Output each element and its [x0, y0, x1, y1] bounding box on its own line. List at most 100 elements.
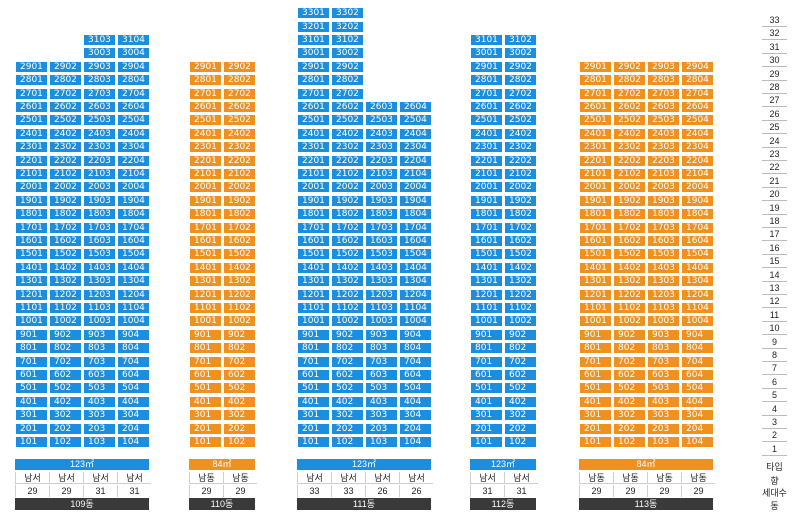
- unit-cell: 2003: [365, 181, 398, 194]
- unit-cell: 103: [647, 436, 680, 448]
- unit-cell: 404: [117, 395, 150, 408]
- unit-cell: 503: [83, 382, 116, 395]
- unit-cell: 1203: [365, 288, 398, 301]
- unit-cell: 804: [117, 342, 150, 355]
- unit-cell: 1801: [297, 208, 330, 221]
- unit-cell: 1101: [579, 302, 612, 314]
- unit-cell: 2702: [223, 87, 256, 100]
- legend-floor-number: 28: [762, 81, 787, 94]
- unit-cell: 2401: [15, 127, 48, 140]
- unit-cell: 2104: [399, 168, 432, 180]
- unit-cell: 604: [681, 369, 714, 381]
- building-name-bar: 113동: [579, 498, 713, 510]
- unit-cell: 2502: [613, 114, 646, 127]
- unit-cell: 2803: [83, 74, 116, 87]
- unit-cell: 2702: [613, 87, 646, 100]
- unit-cell: 2603: [647, 101, 680, 113]
- unit-cell: 2301: [579, 141, 612, 154]
- unit-cell: 2902: [331, 60, 364, 73]
- unit-cell: 304: [681, 409, 714, 422]
- unit-cell: 1103: [647, 302, 680, 314]
- unit-cell: 501: [297, 382, 330, 395]
- unit-cell: 1401: [297, 261, 330, 274]
- unit-cell: 1601: [15, 235, 48, 247]
- unit-cell: 302: [49, 409, 82, 422]
- household-count-cell: 29: [189, 485, 223, 497]
- unit-cell: 1802: [504, 208, 537, 221]
- unit-cell: 2502: [504, 114, 537, 127]
- unit-cell: 1202: [331, 288, 364, 301]
- legend-floor-number: 27: [762, 94, 787, 108]
- unit-cell: 2101: [297, 168, 330, 180]
- unit-cell: 2504: [117, 114, 150, 127]
- unit-cell: 1204: [681, 288, 714, 301]
- unit-cell: 201: [189, 422, 222, 435]
- unit-cell: 501: [15, 382, 48, 395]
- legend-floor-number: 29: [762, 68, 787, 81]
- unit-cell: 603: [83, 369, 116, 381]
- unit-cell: 2401: [470, 127, 503, 140]
- legend-floor-number: 7: [762, 362, 787, 376]
- unit-cell: 2502: [331, 114, 364, 127]
- unit-cell: 1201: [15, 288, 48, 301]
- unit-cell: 1602: [223, 235, 256, 247]
- unit-cell: 1004: [117, 315, 150, 328]
- household-count-cell: 29: [613, 485, 647, 497]
- unit-cell: 1303: [647, 275, 680, 288]
- unit-cell: 1701: [15, 221, 48, 234]
- unit-cell: 704: [681, 355, 714, 368]
- unit-cell: 2402: [613, 127, 646, 140]
- unit-cell: 201: [297, 422, 330, 435]
- unit-cell: 1604: [399, 235, 432, 247]
- legend-floor-number: 15: [762, 255, 787, 269]
- unit-cell: 2203: [83, 154, 116, 167]
- unit-cell: 2701: [470, 87, 503, 100]
- unit-cell: 1302: [223, 275, 256, 288]
- unit-cell: 1002: [223, 315, 256, 328]
- unit-cell: 501: [470, 382, 503, 395]
- unit-cell: 702: [49, 355, 82, 368]
- unit-cell: 2002: [504, 181, 537, 194]
- unit-cell: 2403: [647, 127, 680, 140]
- unit-cell: 1003: [365, 315, 398, 328]
- unit-cell: 902: [504, 328, 537, 341]
- unit-cell: 1304: [681, 275, 714, 288]
- unit-cell: 1602: [504, 235, 537, 247]
- legend-floor-number: 6: [762, 376, 787, 389]
- unit-cell: 902: [331, 328, 364, 341]
- unit-cell: 2402: [504, 127, 537, 140]
- unit-cell: 3001: [297, 47, 330, 60]
- unit-cell: 2702: [49, 87, 82, 100]
- unit-cell: 1102: [223, 302, 256, 314]
- unit-cell: 2602: [504, 101, 537, 113]
- unit-cell: 1403: [365, 261, 398, 274]
- unit-cell: 1702: [504, 221, 537, 234]
- unit-cell: 2604: [681, 101, 714, 113]
- unit-cell: 1903: [83, 194, 116, 207]
- unit-cell: 502: [223, 382, 256, 395]
- unit-cell: 2201: [470, 154, 503, 167]
- unit-cell: 1504: [117, 248, 150, 261]
- unit-cell: 2603: [83, 101, 116, 113]
- unit-cell: 2304: [681, 141, 714, 154]
- unit-cell: 2902: [223, 60, 256, 73]
- unit-cell: 2801: [297, 74, 330, 87]
- unit-cell: 2604: [399, 101, 432, 113]
- unit-cell: 2701: [579, 87, 612, 100]
- unit-cell: 1104: [399, 302, 432, 314]
- unit-cell: 2102: [613, 168, 646, 180]
- unit-cell: 1501: [579, 248, 612, 261]
- unit-cell: 1804: [399, 208, 432, 221]
- direction-cell: 남서: [504, 472, 538, 484]
- unit-cell: 601: [15, 369, 48, 381]
- unit-cell: 101: [189, 436, 222, 448]
- direction-cell: 남동: [223, 472, 257, 484]
- unit-cell: 3202: [331, 20, 364, 33]
- unit-cell: 1204: [117, 288, 150, 301]
- unit-cell: 1402: [223, 261, 256, 274]
- unit-cell: 1102: [613, 302, 646, 314]
- unit-cell: 2301: [297, 141, 330, 154]
- household-count-cell: 29: [681, 485, 715, 497]
- unit-cell: 1304: [117, 275, 150, 288]
- unit-cell: 704: [117, 355, 150, 368]
